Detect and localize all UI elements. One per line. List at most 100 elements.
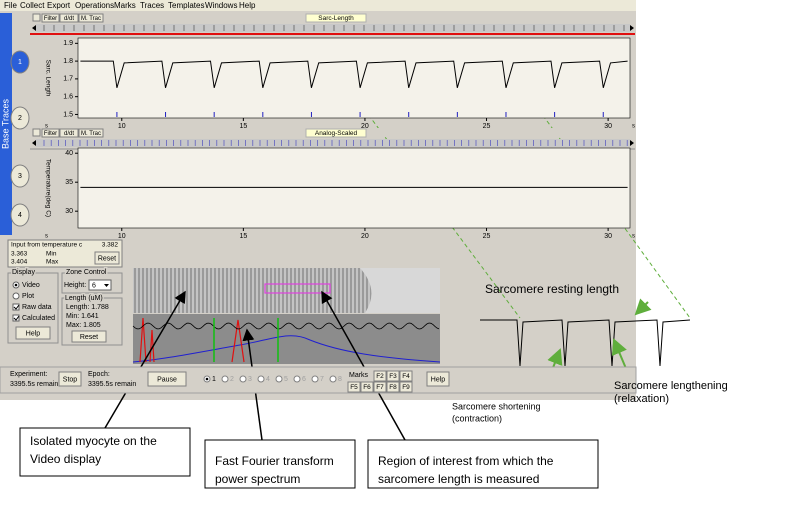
- menu-item[interactable]: Collect: [20, 1, 45, 10]
- help-button-label[interactable]: Help: [26, 330, 41, 337]
- menu-item[interactable]: Traces: [140, 1, 164, 10]
- trace-button-label[interactable]: Filter: [44, 16, 57, 22]
- checkbox-label[interactable]: Calculated: [22, 315, 55, 322]
- trace-button[interactable]: [78, 128, 104, 138]
- toolbar-toggle[interactable]: [32, 13, 41, 22]
- checkbox[interactable]: [12, 303, 20, 311]
- checkmark: [13, 304, 20, 310]
- fkey-button-label[interactable]: F4: [402, 373, 410, 380]
- toolbar-toggle[interactable]: [32, 128, 41, 137]
- help-button[interactable]: [15, 326, 51, 340]
- pause-button-label[interactable]: Pause: [157, 376, 177, 383]
- stop-button[interactable]: [58, 371, 82, 387]
- reset-button-label[interactable]: Reset: [80, 334, 98, 341]
- x-tick-label: 10: [118, 123, 126, 130]
- reset-button-label[interactable]: Reset: [98, 255, 116, 262]
- trace-tab[interactable]: [10, 203, 30, 227]
- menu-item[interactable]: Templates: [168, 1, 204, 10]
- annotation: Sarcomere resting length: [485, 282, 619, 296]
- height-value[interactable]: 6: [92, 282, 96, 289]
- fkey-button-label[interactable]: F6: [363, 384, 371, 391]
- trace-button-label[interactable]: d/dt: [64, 16, 74, 22]
- trace-title-box: [305, 128, 367, 138]
- menu-item[interactable]: Help: [239, 1, 256, 10]
- trace-button-label[interactable]: M. Trac: [81, 131, 101, 137]
- zone-group: [61, 272, 123, 294]
- fkey-button-label[interactable]: F9: [402, 384, 410, 391]
- fkey-button[interactable]: [386, 370, 400, 382]
- radio[interactable]: [311, 375, 319, 383]
- trace-button-label[interactable]: M. Trac: [81, 16, 101, 22]
- radio[interactable]: [257, 375, 265, 383]
- trace-button-label[interactable]: Filter: [44, 131, 57, 137]
- trace-tab[interactable]: [10, 106, 30, 130]
- radio[interactable]: [12, 292, 20, 300]
- radio[interactable]: [293, 375, 301, 383]
- trace-tab[interactable]: [10, 50, 30, 74]
- fkey-button[interactable]: [373, 370, 387, 382]
- radio-label[interactable]: Plot: [22, 293, 34, 300]
- trace-button[interactable]: [59, 128, 79, 138]
- radio[interactable]: [221, 375, 229, 383]
- radio-label[interactable]: 8: [338, 376, 342, 383]
- radio-label[interactable]: 6: [302, 376, 306, 383]
- radio-label[interactable]: 2: [230, 376, 234, 383]
- radio-label[interactable]: 5: [284, 376, 288, 383]
- trace-tab-label[interactable]: 3: [18, 173, 22, 180]
- stop-button-label[interactable]: Stop: [63, 376, 78, 383]
- trace-title: Analog-Scaled: [315, 130, 358, 137]
- checkbox-label[interactable]: Raw data: [22, 304, 52, 311]
- fft-markers: [213, 318, 279, 362]
- label: Input from temperature c: [11, 242, 83, 249]
- height-select[interactable]: [88, 279, 112, 291]
- pause-button[interactable]: [147, 371, 187, 387]
- menu-item[interactable]: Windows: [205, 1, 237, 10]
- fkey-button-label[interactable]: F2: [376, 373, 384, 380]
- fkey-button[interactable]: [399, 370, 413, 382]
- trace-tab-label[interactable]: 4: [18, 212, 22, 219]
- radio-label[interactable]: 7: [320, 376, 324, 383]
- trace-tab[interactable]: [10, 164, 30, 188]
- trace-tab-label[interactable]: 2: [18, 115, 22, 122]
- help-button[interactable]: [426, 371, 450, 387]
- select-arrow: [104, 284, 109, 287]
- trace-button[interactable]: [59, 13, 79, 23]
- trace-button[interactable]: [78, 13, 104, 23]
- radio[interactable]: [329, 375, 337, 383]
- menu-item[interactable]: Export: [47, 1, 71, 10]
- radio-dot: [14, 283, 18, 287]
- fkey-button[interactable]: [373, 381, 387, 393]
- fkey-button-label[interactable]: F3: [389, 373, 397, 380]
- radio-label[interactable]: 4: [266, 376, 270, 383]
- fkey-button[interactable]: [386, 381, 400, 393]
- reset-button[interactable]: [71, 330, 107, 343]
- radio[interactable]: [275, 375, 283, 383]
- radio[interactable]: [239, 375, 247, 383]
- fkey-button-label[interactable]: F7: [376, 384, 384, 391]
- fkey-button-label[interactable]: F8: [389, 384, 397, 391]
- reset-button[interactable]: [94, 251, 120, 265]
- annotation: (contraction): [452, 413, 502, 423]
- checkbox[interactable]: [12, 314, 20, 322]
- x-tick-label: 20: [361, 233, 369, 240]
- menu-item[interactable]: File: [4, 1, 17, 10]
- trace-button-label[interactable]: d/dt: [64, 131, 74, 137]
- y-tick-label: 40: [65, 150, 73, 157]
- radio-label[interactable]: 1: [212, 376, 216, 383]
- fkey-button[interactable]: [347, 381, 361, 393]
- trace-button[interactable]: [41, 13, 60, 23]
- label: Max: [46, 259, 59, 266]
- y-tick-label: 1.9: [63, 40, 73, 47]
- help-button-label[interactable]: Help: [431, 376, 446, 383]
- radio-label[interactable]: Video: [22, 282, 40, 289]
- trace-tab-label[interactable]: 1: [18, 59, 22, 66]
- fkey-button[interactable]: [360, 381, 374, 393]
- menu-item[interactable]: Marks: [114, 1, 136, 10]
- radio-label[interactable]: 3: [248, 376, 252, 383]
- fkey-button-label[interactable]: F5: [350, 384, 358, 391]
- menu-item[interactable]: Operations: [75, 1, 114, 10]
- label: 3395.5s remain: [10, 381, 58, 388]
- fkey-button[interactable]: [399, 381, 413, 393]
- callout-box: [367, 439, 599, 489]
- trace-button[interactable]: [41, 128, 60, 138]
